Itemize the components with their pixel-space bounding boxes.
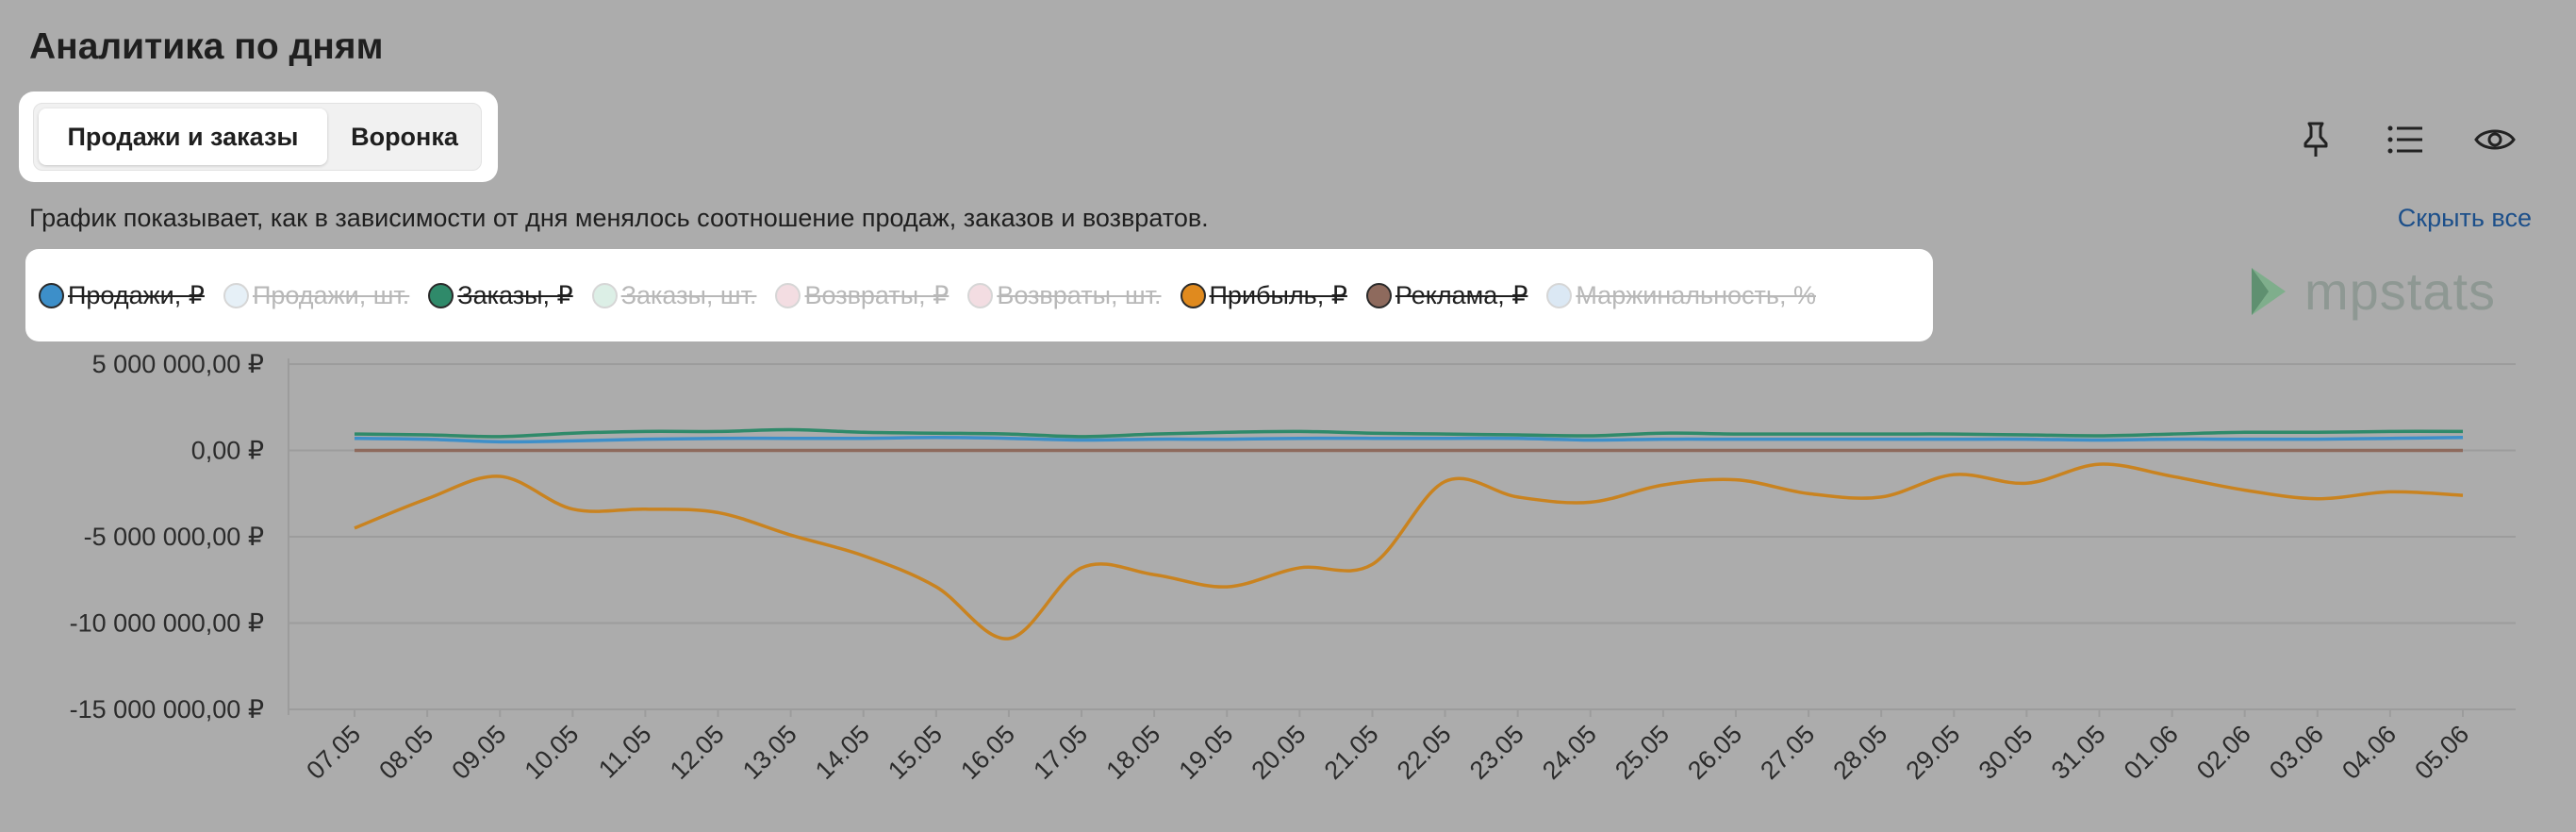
x-tick-label: 18.05 xyxy=(1100,720,1165,785)
x-tick-label: 15.05 xyxy=(883,720,948,785)
x-tick-label: 09.05 xyxy=(446,720,511,785)
x-tick-label: 19.05 xyxy=(1173,720,1238,785)
y-tick-label: -5 000 000,00 ₽ xyxy=(84,523,264,551)
legend-color-dot xyxy=(39,282,64,308)
legend-color-dot xyxy=(428,282,454,308)
y-tick-label: 5 000 000,00 ₽ xyxy=(92,350,264,378)
x-tick-label: 14.05 xyxy=(810,720,875,785)
tabs-track: Продажи и заказы Воронка xyxy=(33,103,482,171)
legend-color-dot xyxy=(1180,282,1206,308)
series-line xyxy=(354,462,2464,641)
legend: Продажи, ₽ Продажи, шт. Заказы, ₽ Заказы, ш… xyxy=(25,249,1933,341)
legend-label: Маржинальность, % xyxy=(1576,280,1816,309)
legend-label: Возвраты, ₽ xyxy=(804,280,949,309)
tab-funnel[interactable]: Воронка xyxy=(351,122,458,151)
x-tick-label: 30.05 xyxy=(1973,720,2039,785)
legend-label: Реклама, ₽ xyxy=(1395,280,1528,309)
x-tick-label: 17.05 xyxy=(1028,720,1093,785)
legend-item[interactable]: Продажи, ₽ xyxy=(39,281,205,310)
x-tick-label: 27.05 xyxy=(1755,720,1820,785)
hide-all-link[interactable]: Скрыть все xyxy=(2397,204,2532,232)
page-title: Аналитика по дням xyxy=(29,26,384,67)
list-icon[interactable] xyxy=(2381,115,2430,164)
legend-item[interactable]: Реклама, ₽ xyxy=(1365,280,1528,310)
tab-sales-orders[interactable]: Продажи и заказы xyxy=(39,108,327,165)
x-tick-label: 05.06 xyxy=(2409,720,2474,785)
series-line xyxy=(354,436,2464,444)
x-tick-label: 08.05 xyxy=(373,720,438,785)
x-tick-label: 04.06 xyxy=(2337,720,2402,785)
x-tick-label: 02.06 xyxy=(2191,720,2256,785)
legend-color-dot xyxy=(967,282,994,308)
legend-label: Возвраты, шт. xyxy=(997,280,1162,309)
legend-item[interactable]: Продажи, шт. xyxy=(223,281,409,310)
eye-icon[interactable] xyxy=(2470,115,2519,164)
x-tick-label: 24.05 xyxy=(1537,720,1602,785)
x-tick-label: 23.05 xyxy=(1464,720,1529,785)
legend-item[interactable]: Прибыль, ₽ xyxy=(1180,280,1347,310)
logo-text: mpstats xyxy=(2304,261,2497,321)
x-tick-label: 12.05 xyxy=(665,720,730,785)
x-tick-label: 26.05 xyxy=(1682,720,1747,785)
legend-label: Продажи, шт. xyxy=(252,280,410,309)
x-tick-label: 21.05 xyxy=(1319,720,1384,785)
legend-item[interactable]: Маржинальность, % xyxy=(1546,281,1816,310)
x-tick-label: 11.05 xyxy=(593,720,657,784)
legend-label: Заказы, ₽ xyxy=(457,280,573,309)
mpstats-logo: mpstats xyxy=(2248,260,2496,322)
series-line xyxy=(354,427,2464,439)
legend-color-dot xyxy=(223,282,249,308)
legend-item[interactable]: Заказы, ₽ xyxy=(428,280,573,310)
x-tick-label: 01.06 xyxy=(2119,720,2184,785)
x-tick-label: 31.05 xyxy=(2046,720,2111,785)
x-tick-label: 29.05 xyxy=(1901,720,1966,785)
x-tick-label: 16.05 xyxy=(955,720,1020,785)
pin-icon[interactable] xyxy=(2291,115,2340,164)
y-tick-label: 0,00 ₽ xyxy=(191,437,264,465)
x-tick-label: 13.05 xyxy=(737,720,802,785)
legend-color-dot xyxy=(1546,282,1573,308)
legend-color-dot xyxy=(591,282,618,308)
legend-label: Продажи, ₽ xyxy=(68,280,205,309)
legend-item[interactable]: Возвраты, шт. xyxy=(967,280,1162,310)
x-tick-label: 25.05 xyxy=(1610,720,1675,785)
legend-color-dot xyxy=(1365,282,1392,308)
x-tick-label: 03.06 xyxy=(2264,720,2329,785)
y-tick-label: -10 000 000,00 ₽ xyxy=(70,609,264,638)
legend-item[interactable]: Заказы, шт. xyxy=(591,280,757,310)
tabs-container: Продажи и заказы Воронка xyxy=(19,92,498,182)
chart-description: График показывает, как в зависимости от … xyxy=(29,204,1209,232)
x-tick-label: 28.05 xyxy=(1827,720,1892,785)
x-tick-label: 20.05 xyxy=(1247,720,1312,785)
x-tick-label: 22.05 xyxy=(1392,720,1457,785)
legend-label: Прибыль, ₽ xyxy=(1209,280,1347,309)
x-tick-label: 10.05 xyxy=(520,720,585,785)
mpstats-logo-icon xyxy=(2252,267,2286,315)
y-tick-label: -15 000 000,00 ₽ xyxy=(70,695,264,724)
legend-color-dot xyxy=(775,282,801,308)
legend-label: Заказы, шт. xyxy=(620,280,757,309)
x-tick-label: 07.05 xyxy=(301,720,366,785)
legend-item[interactable]: Возвраты, ₽ xyxy=(775,281,949,310)
